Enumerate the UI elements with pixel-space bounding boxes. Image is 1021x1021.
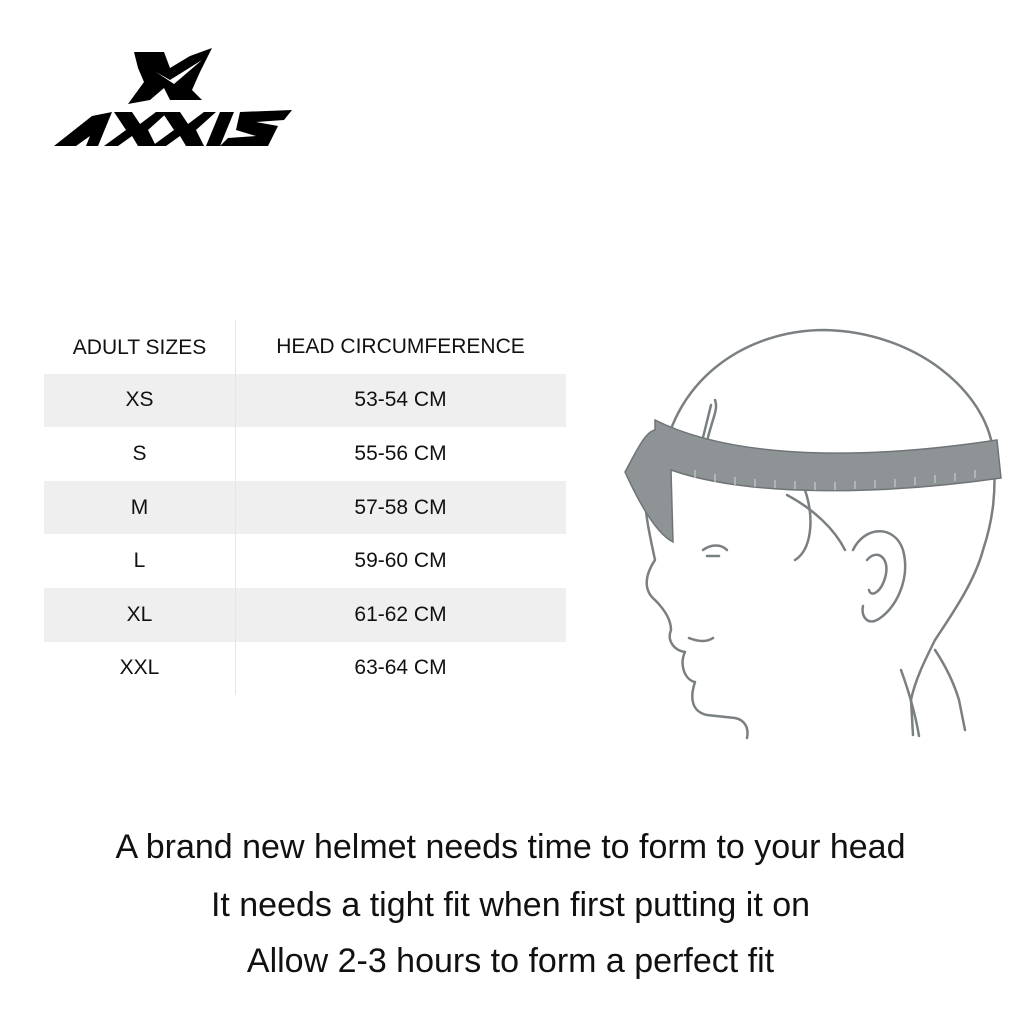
size-cell: M: [130, 495, 149, 519]
table-row: XXL 63-64 CM: [44, 642, 566, 696]
table-row: XL 61-62 CM: [44, 587, 566, 642]
header-head-circumference: HEAD CIRCUMFERENCE: [276, 334, 525, 358]
circumference-cell: 61-62 CM: [354, 602, 447, 626]
table-row: L 59-60 CM: [44, 534, 566, 588]
size-cell: XS: [125, 388, 154, 412]
size-cell: XL: [126, 602, 153, 626]
circumference-cell: 53-54 CM: [354, 388, 447, 412]
note-line-2: It needs a tight fit when first putting …: [210, 886, 811, 924]
size-table: ADULT SIZES HEAD CIRCUMFERENCE XS 53-54 …: [44, 320, 566, 696]
column-divider: [235, 320, 236, 696]
note-line-1: A brand new helmet needs time to form to…: [115, 828, 906, 866]
axxis-logo: [54, 48, 292, 146]
note-line-3: Allow 2-3 hours to form a perfect fit: [246, 942, 775, 980]
circumference-cell: 63-64 CM: [354, 656, 447, 680]
circumference-cell: 55-56 CM: [354, 441, 447, 465]
header-adult-sizes: ADULT SIZES: [72, 335, 207, 359]
size-cell: L: [133, 549, 146, 573]
table-header-row: ADULT SIZES HEAD CIRCUMFERENCE: [44, 320, 566, 374]
size-cell: XXL: [119, 656, 160, 680]
size-cell: S: [132, 441, 147, 465]
measuring-tape: [624, 418, 1002, 544]
circumference-cell: 57-58 CM: [354, 495, 447, 519]
circumference-cell: 59-60 CM: [354, 549, 447, 573]
table-row: XS 53-54 CM: [44, 373, 566, 428]
head-measurement-illustration: [624, 328, 1002, 740]
table-row: M 57-58 CM: [44, 480, 566, 535]
table-row: S 55-56 CM: [44, 427, 566, 481]
